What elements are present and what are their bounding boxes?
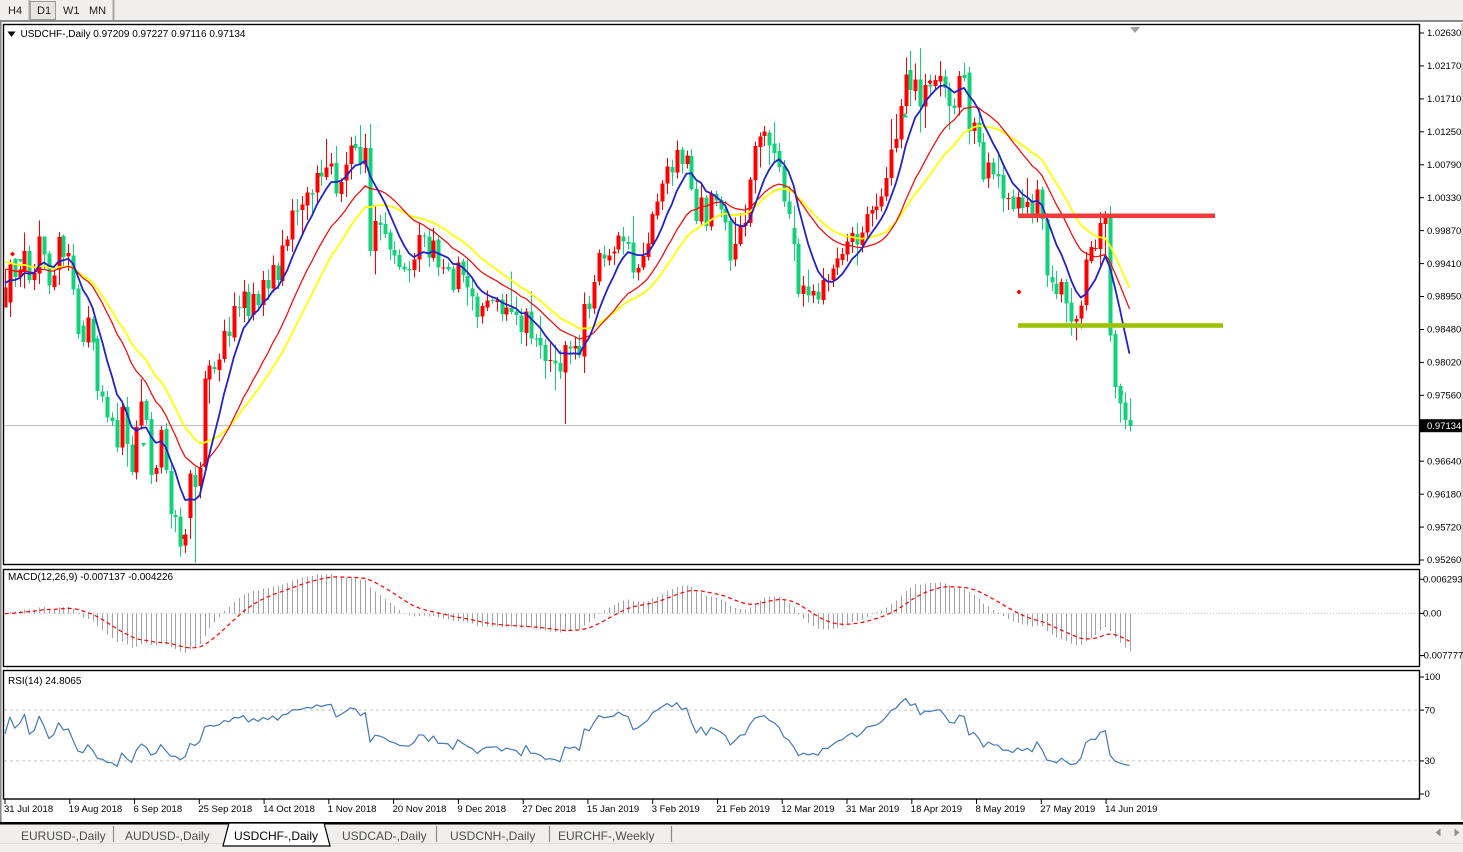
svg-text:25 Sep 2018: 25 Sep 2018	[198, 804, 252, 815]
svg-text:0.96640: 0.96640	[1427, 456, 1461, 467]
svg-text:8 May 2019: 8 May 2019	[976, 804, 1026, 815]
svg-text:0.98020: 0.98020	[1427, 358, 1461, 369]
svg-text:70: 70	[1425, 705, 1436, 716]
svg-text:0.96180: 0.96180	[1427, 489, 1461, 500]
svg-text:15 Jan 2019: 15 Jan 2019	[587, 804, 639, 815]
svg-text:EURCHF-,Weekly: EURCHF-,Weekly	[558, 829, 654, 843]
svg-text:30: 30	[1425, 756, 1436, 767]
svg-text:0.98950: 0.98950	[1427, 292, 1461, 303]
svg-text:0.97134: 0.97134	[1427, 421, 1461, 432]
svg-text:USDCHF-,Daily: USDCHF-,Daily	[234, 829, 318, 843]
svg-text:AUDUSD-,Daily: AUDUSD-,Daily	[125, 829, 210, 843]
svg-text:0: 0	[1425, 789, 1430, 800]
svg-text:20 Nov 2018: 20 Nov 2018	[393, 804, 447, 815]
svg-text:21 Feb 2019: 21 Feb 2019	[717, 804, 770, 815]
svg-text:100: 100	[1425, 672, 1441, 683]
svg-text:9 Dec 2018: 9 Dec 2018	[457, 804, 506, 815]
svg-text:1.02170: 1.02170	[1427, 61, 1461, 72]
svg-text:0.95720: 0.95720	[1427, 522, 1461, 533]
svg-text:MN: MN	[89, 5, 106, 17]
svg-text:1.00330: 1.00330	[1427, 193, 1461, 204]
svg-text:14 Jun 2019: 14 Jun 2019	[1105, 804, 1157, 815]
svg-text:27 Dec 2018: 27 Dec 2018	[522, 804, 576, 815]
svg-text:USDCAD-,Daily: USDCAD-,Daily	[342, 829, 427, 843]
svg-text:MACD(12,26,9) -0.007137 -0.004: MACD(12,26,9) -0.007137 -0.004226	[8, 572, 174, 583]
svg-text:0.006293: 0.006293	[1423, 575, 1463, 586]
svg-text:0.00: 0.00	[1423, 609, 1442, 620]
svg-text:0.95260: 0.95260	[1427, 555, 1461, 566]
svg-text:USDCHF-,Daily 0.97209 0.97227: USDCHF-,Daily 0.97209 0.97227 0.97116 0.…	[21, 29, 246, 40]
svg-text:1.01250: 1.01250	[1427, 127, 1461, 138]
svg-text:RSI(14) 24.8065: RSI(14) 24.8065	[8, 676, 82, 687]
svg-text:W1: W1	[63, 5, 80, 17]
svg-text:31 Mar 2019: 31 Mar 2019	[846, 804, 899, 815]
svg-text:31 Jul 2018: 31 Jul 2018	[4, 804, 53, 815]
svg-text:1 Nov 2018: 1 Nov 2018	[328, 804, 377, 815]
svg-text:12 Mar 2019: 12 Mar 2019	[781, 804, 834, 815]
svg-text:1.00790: 1.00790	[1427, 160, 1461, 171]
svg-text:0.98480: 0.98480	[1427, 325, 1461, 336]
svg-text:18 Apr 2019: 18 Apr 2019	[911, 804, 962, 815]
svg-text:1.01710: 1.01710	[1427, 94, 1461, 105]
svg-text:USDCNH-,Daily: USDCNH-,Daily	[450, 829, 535, 843]
svg-text:3 Feb 2019: 3 Feb 2019	[652, 804, 700, 815]
svg-text:14 Oct 2018: 14 Oct 2018	[263, 804, 315, 815]
svg-text:27 May 2019: 27 May 2019	[1040, 804, 1095, 815]
svg-text:EURUSD-,Daily: EURUSD-,Daily	[21, 829, 106, 843]
svg-text:H4: H4	[8, 5, 22, 17]
svg-text:19 Aug 2018: 19 Aug 2018	[69, 804, 122, 815]
svg-text:1.02630: 1.02630	[1427, 28, 1461, 39]
svg-text:6 Sep 2018: 6 Sep 2018	[134, 804, 183, 815]
svg-text:0.99870: 0.99870	[1427, 226, 1461, 237]
svg-text:0.99410: 0.99410	[1427, 259, 1461, 270]
svg-text:0.97560: 0.97560	[1427, 391, 1461, 402]
svg-text:D1: D1	[37, 5, 51, 17]
svg-text:-0.007777: -0.007777	[1421, 651, 1463, 662]
